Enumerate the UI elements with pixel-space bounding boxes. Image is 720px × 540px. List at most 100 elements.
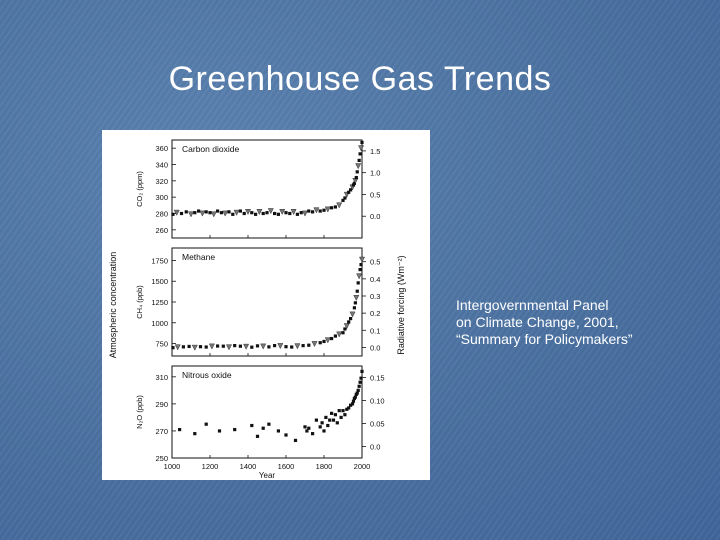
y-tick-label: 270 [155,427,168,436]
data-point [351,183,356,187]
data-point [173,209,180,216]
data-point [284,433,288,437]
data-point [210,211,217,218]
data-point [353,301,357,305]
x-axis-label: Year [259,471,276,480]
data-point [260,343,267,350]
panel-title: Methane [182,252,215,262]
data-point [347,190,351,194]
data-point [188,211,194,218]
data-point [184,210,188,214]
right-tick-label: 0.3 [370,292,380,301]
data-point [238,344,242,348]
data-point [227,210,231,214]
right-tick-label: 0.5 [370,190,380,199]
panel-title: Carbon dioxide [182,144,239,154]
y-axis-label: N₂O (ppb) [135,395,144,429]
data-point [358,145,364,152]
data-point [233,427,237,432]
data-point [333,205,337,209]
data-point [303,425,307,429]
data-point [343,323,350,330]
data-point [322,208,326,212]
y-tick-label: 1250 [151,298,168,307]
y-axis-label: CO₂ (ppm) [135,171,144,207]
data-point [358,152,362,156]
data-point [255,344,260,348]
caption-line: on Climate Change, 2001, [456,314,619,330]
data-point [341,331,345,335]
data-point [358,380,362,384]
data-point [356,273,363,280]
data-point [337,409,341,413]
y-tick-label: 1750 [151,256,168,265]
data-point [242,211,246,216]
data-point [290,345,294,349]
citation-caption: Intergovernmental Panel on Climate Chang… [456,297,696,348]
data-point [302,210,308,217]
data-point [355,289,359,293]
data-point [360,140,364,145]
data-point [352,306,356,310]
data-point [330,206,334,210]
data-point [349,188,353,192]
data-point [351,399,356,403]
x-tick-label: 1600 [278,462,295,471]
data-point [216,209,220,213]
y-axis-label: CH₄ (ppb) [135,285,144,319]
data-point [204,422,208,426]
y-tick-label: 260 [155,226,168,235]
data-point [261,426,265,430]
y-tick-label: 250 [155,454,168,463]
data-point [197,209,201,213]
data-point [360,369,364,374]
data-point [284,211,288,215]
data-point [238,209,242,213]
data-point [288,211,292,216]
y-tick-label: 300 [155,193,168,202]
data-point [233,344,237,348]
data-point [273,344,277,348]
right-tick-label: 0.05 [370,420,385,429]
right-tick-label: 0.2 [370,309,380,318]
data-point [277,343,284,350]
right-tick-label: 0.0 [370,212,380,221]
data-point [254,212,258,216]
caption-line: “Summary for Policymakers” [456,331,633,347]
data-point [343,413,347,417]
plot-frame [171,247,363,357]
y-tick-label: 290 [155,400,168,409]
data-point [179,211,184,216]
data-point [245,209,251,215]
data-point [347,320,351,324]
data-point [299,211,303,215]
data-point [313,207,320,214]
data-point [355,170,359,174]
data-point [328,418,332,422]
data-point [307,426,311,430]
data-point [276,429,280,433]
data-point [314,418,318,422]
x-tick-label: 1800 [316,462,333,471]
panel-title: Nitrous oxide [182,370,232,380]
data-point [267,345,271,349]
data-point [231,212,235,216]
data-point [336,331,343,338]
data-point [305,429,309,433]
data-point [326,423,330,428]
plot-frame [171,139,363,239]
data-point [341,198,345,203]
y-tick-label: 750 [155,340,168,349]
data-point [204,345,208,349]
data-point [330,411,334,415]
data-point [290,209,297,215]
y-tick-label: 1000 [151,319,168,328]
data-point [331,418,336,422]
data-point [199,210,206,217]
right-tick-label: 0.5 [370,258,380,267]
right-tick-label: 1.5 [370,147,380,156]
data-point [339,415,343,420]
right-tick-label: 0.15 [370,374,385,383]
right-tick-label: 0.1 [370,326,380,335]
chart-svg: Carbon dioxide 260 280 300 320 340 360 0.0 0.5 1.… [108,139,406,480]
